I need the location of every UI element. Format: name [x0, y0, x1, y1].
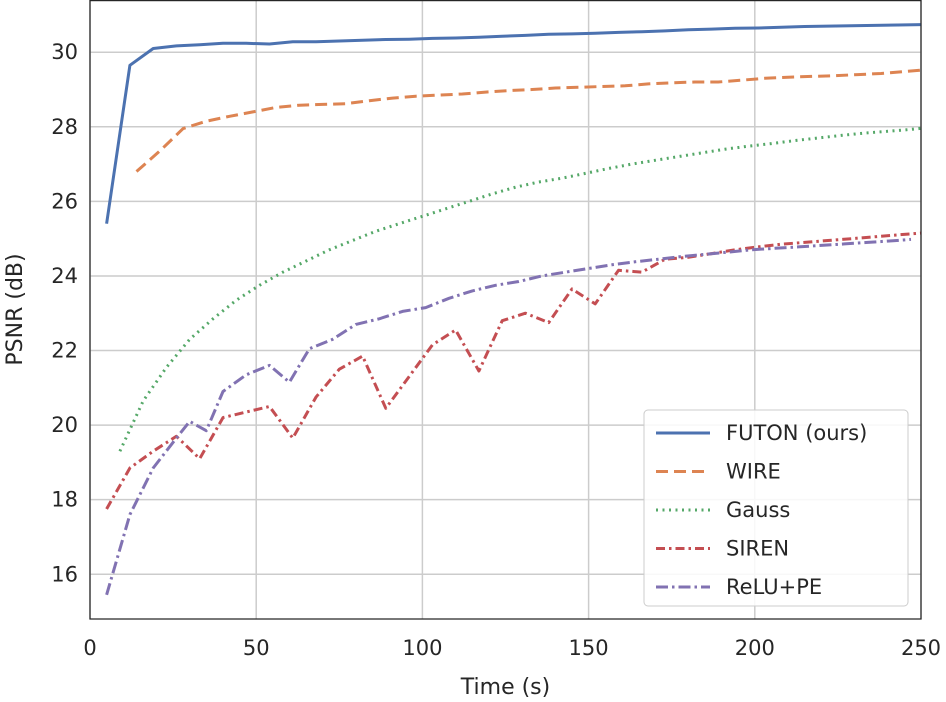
x-tick-label: 250 — [901, 636, 941, 660]
y-tick-label: 22 — [51, 339, 78, 363]
y-tick-label: 16 — [51, 562, 78, 586]
series-lines — [105, 23, 922, 596]
x-tick-label: 50 — [243, 636, 270, 660]
series-line-siren — [105, 231, 922, 510]
legend-label: SIREN — [726, 537, 789, 561]
x-tick-label: 200 — [735, 636, 775, 660]
series-line-relu-pe — [105, 237, 912, 596]
legend-label: WIRE — [726, 460, 781, 484]
x-tick-label: 0 — [83, 636, 96, 660]
legend: FUTON (ours) WIRE Gauss SIREN ReLU+PE — [643, 409, 909, 607]
x-tick-label: 100 — [402, 636, 442, 660]
legend-box — [643, 409, 909, 607]
y-tick-label: 18 — [51, 488, 78, 512]
plot-frame — [89, 0, 922, 620]
legend-label: ReLU+PE — [726, 575, 822, 599]
x-tick-label: 150 — [569, 636, 609, 660]
series-line-gauss — [118, 126, 922, 452]
y-tick-label: 24 — [51, 264, 78, 288]
legend-label: Gauss — [726, 498, 790, 522]
series-line-wire — [135, 68, 922, 173]
legend-label: FUTON (ours) — [726, 421, 867, 445]
y-tick-label: 30 — [51, 40, 78, 64]
y-tick-label: 28 — [51, 115, 78, 139]
series-line-futon-ours — [105, 23, 922, 224]
tick-labels: 0 50 100 150 200 250 16 18 20 22 24 26 28 30 — [51, 40, 941, 660]
x-axis-label: Time (s) — [460, 675, 550, 700]
y-tick-label: 26 — [51, 189, 78, 213]
y-axis-label: PSNR (dB) — [3, 253, 28, 365]
y-tick-label: 20 — [51, 413, 78, 437]
